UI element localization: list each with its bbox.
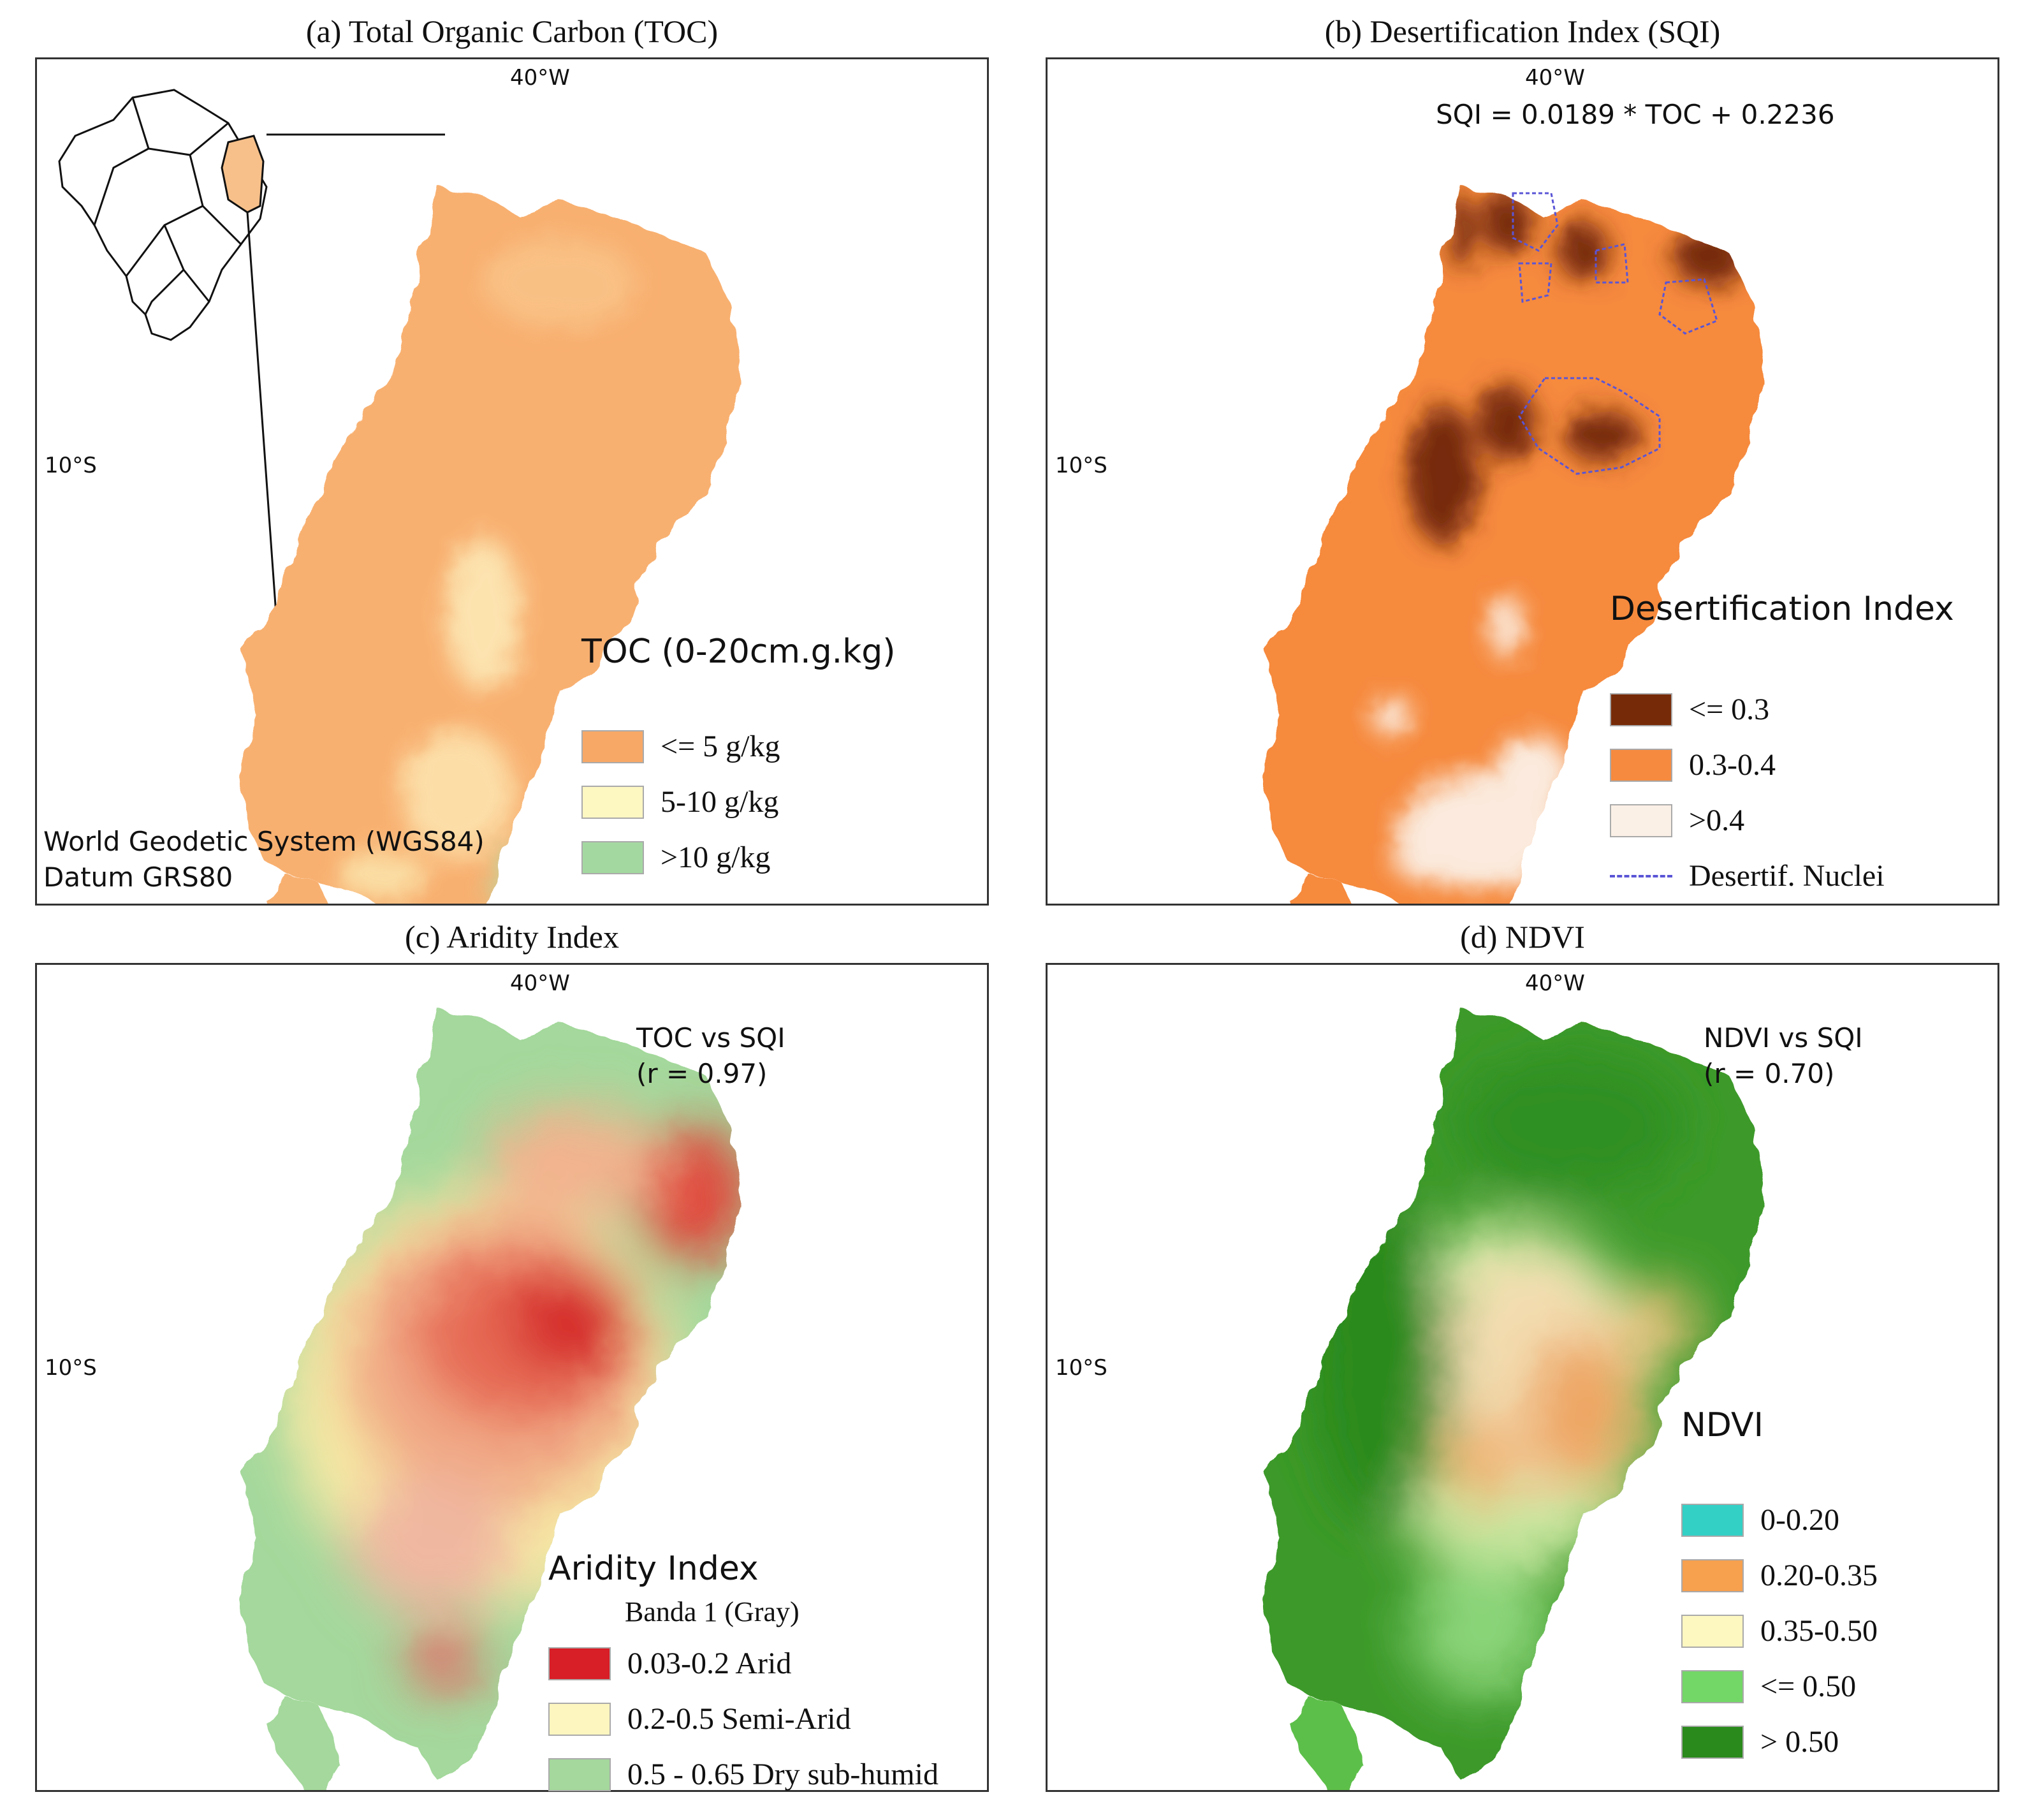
panel-d-correlation-line-2: (r = 0.70)	[1704, 1058, 1835, 1089]
legend-label: > 0.50	[1760, 1725, 1839, 1759]
legend-label: <= 0.50	[1760, 1670, 1857, 1703]
panel-b-legend-item: Desertif. Nuclei	[1610, 858, 1885, 893]
legend-swatch	[1610, 804, 1672, 837]
panel-d-legend-item: > 0.50	[1681, 1724, 1839, 1759]
legend-label: 0.2-0.5 Semi-Arid	[627, 1702, 851, 1736]
legend-swatch	[548, 1702, 611, 1736]
panel-c-legend-item: 0.2-0.5 Semi-Arid	[548, 1701, 851, 1736]
ndvi-raster	[1264, 1009, 1765, 1790]
panel-d-graphic	[1264, 1009, 1765, 1790]
panel-b-legend-item: >0.4	[1610, 803, 1744, 838]
panel-c-legend-item: 0.03-0.2 Arid	[548, 1646, 791, 1681]
panel-c-correlation-line-2: (r = 0.97)	[636, 1058, 768, 1089]
legend-label: Desertif. Nuclei	[1689, 859, 1885, 893]
panel-c-map	[35, 963, 989, 1792]
legend-swatch	[1681, 1725, 1744, 1759]
panel-c-correlation-line-1: TOC vs SQI	[636, 1022, 785, 1053]
legend-label: 0.20-0.35	[1760, 1559, 1878, 1592]
panel-c-latitude-label: 10°S	[45, 1355, 97, 1381]
legend-label: 0-0.20	[1760, 1503, 1839, 1537]
panel-a-legend-title: TOC (0-20cm.g.kg)	[581, 633, 896, 671]
panel-b-graphic	[1264, 187, 1765, 904]
legend-swatch	[1610, 693, 1672, 726]
panel-d-legend-item: 0-0.20	[1681, 1502, 1839, 1537]
legend-label: >0.4	[1689, 804, 1745, 837]
panel-a-title: (a) Total Organic Carbon (TOC)	[305, 13, 719, 49]
panel-a-legend-item: 5-10 g/kg	[581, 784, 778, 819]
panel-d-latitude-label: 10°S	[1055, 1355, 1107, 1381]
datum-line-2: Datum GRS80	[43, 862, 233, 893]
sqi-raster	[1264, 187, 1765, 904]
toc-raster	[241, 187, 741, 904]
nuclei-line-swatch	[1610, 874, 1672, 877]
legend-swatch	[581, 840, 644, 874]
panel-d-longitude-label: 40°W	[1525, 971, 1585, 996]
legend-swatch	[1681, 1503, 1744, 1537]
panel-d-legend-item: <= 0.50	[1681, 1669, 1856, 1704]
panel-a-map	[35, 57, 989, 906]
panel-d-legend-title: NDVI	[1681, 1406, 1764, 1444]
panel-b-legend-title: Desertification Index	[1610, 590, 1954, 628]
panel-a-legend-item: <= 5 g/kg	[581, 729, 780, 764]
legend-label: <= 5 g/kg	[661, 730, 780, 763]
panel-d-correlation-line-1: NDVI vs SQI	[1704, 1022, 1863, 1053]
panel-b-legend-item: 0.3-0.4	[1610, 747, 1776, 782]
legend-label: 0.5 - 0.65 Dry sub-humid	[627, 1758, 938, 1791]
legend-swatch	[581, 785, 644, 819]
legend-label: 5-10 g/kg	[661, 785, 779, 819]
panel-d-map	[1046, 963, 1999, 1792]
panel-d-title: (d) NDVI	[1460, 919, 1585, 955]
panel-d-legend-item: 0.35-0.50	[1681, 1613, 1878, 1648]
panel-b-title: (b) Desertification Index (SQI)	[1324, 13, 1721, 49]
legend-swatch	[1681, 1614, 1744, 1648]
desertification-nuclei-outlines	[1512, 192, 1718, 475]
legend-swatch	[581, 730, 644, 763]
legend-label: >10 g/kg	[661, 840, 771, 874]
legend-label: 0.3-0.4	[1689, 748, 1776, 782]
panel-c-legend-title: Aridity Index	[548, 1550, 759, 1588]
panel-c-graphic	[241, 1009, 741, 1790]
legend-swatch	[548, 1647, 611, 1680]
panel-c-legend-subtitle: Banda 1 (Gray)	[625, 1596, 800, 1627]
panel-a-latitude-label: 10°S	[45, 453, 97, 478]
brazil-inset-map	[58, 89, 268, 341]
datum-line-1: World Geodetic System (WGS84)	[43, 826, 485, 857]
panel-b-map	[1046, 57, 1999, 906]
panel-c-longitude-label: 40°W	[510, 971, 570, 996]
legend-label: 0.35-0.50	[1760, 1614, 1878, 1648]
sqi-equation: SQI = 0.0189 * TOC + 0.2236	[1436, 99, 1835, 130]
legend-swatch	[548, 1758, 611, 1791]
panel-a-graphic	[58, 89, 741, 904]
panel-c-legend-item: 0.5 - 0.65 Dry sub-humid	[548, 1757, 938, 1792]
legend-label: <= 0.3	[1689, 693, 1770, 726]
aridity-raster	[241, 1009, 741, 1790]
panel-b-latitude-label: 10°S	[1055, 453, 1107, 478]
panel-a-legend-item: >10 g/kg	[581, 840, 770, 875]
legend-swatch	[1681, 1559, 1744, 1592]
panel-b-legend-item: <= 0.3	[1610, 692, 1769, 727]
panel-d-legend-item: 0.20-0.35	[1681, 1558, 1878, 1593]
legend-swatch	[1681, 1670, 1744, 1703]
panel-a-longitude-label: 40°W	[510, 65, 570, 91]
panel-c-title: (c) Aridity Index	[404, 919, 619, 955]
legend-label: 0.03-0.2 Arid	[627, 1647, 792, 1680]
legend-swatch	[1610, 748, 1672, 782]
panel-b-longitude-label: 40°W	[1525, 65, 1585, 91]
